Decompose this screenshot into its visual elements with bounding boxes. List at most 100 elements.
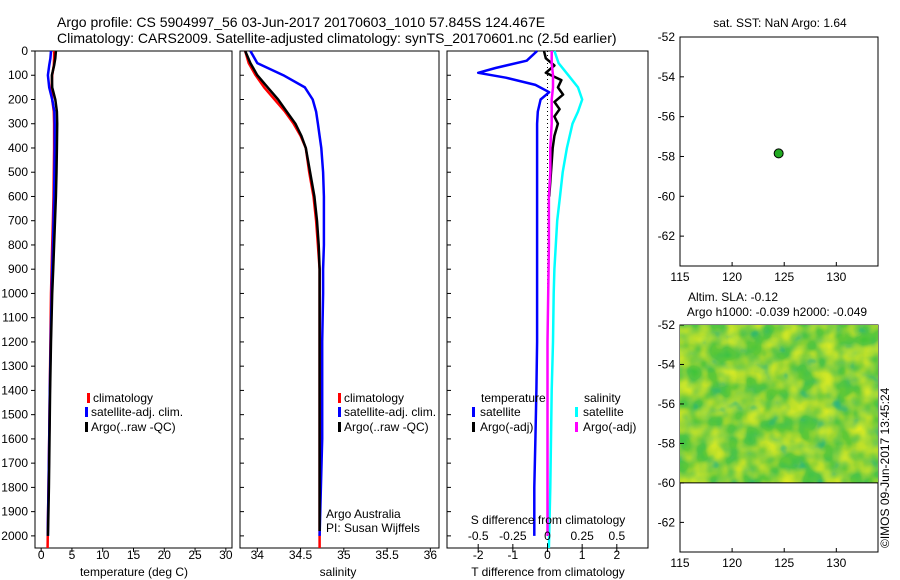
legend-swatch-argo <box>338 422 341 432</box>
salinity-note-institution: Argo Australia <box>326 507 401 521</box>
s-diff-x-tick-label: -0.25 <box>499 529 527 543</box>
legend-label-climatology: climatology <box>93 391 153 405</box>
legend-swatch-temperature-satellite <box>472 407 475 417</box>
legend-label-satellite: satellite-adj. clim. <box>91 405 183 419</box>
legend-label-climatology: climatology <box>344 391 404 405</box>
depth-y-tick-label: 100 <box>8 68 28 82</box>
temperature-x-tick-label: 10 <box>96 548 110 562</box>
legend-label-argo: Argo(..raw -QC) <box>91 420 176 434</box>
s-diff-x-tick-label: 0.5 <box>608 529 625 543</box>
map2-y-tick-label: -56 <box>658 397 676 411</box>
legend-swatch-salinity-argo <box>575 422 578 432</box>
s-diff-x-tick-label: 0 <box>544 529 551 543</box>
t-diff-x-tick-label: 1 <box>579 548 586 562</box>
temperature-x-tick-label: 20 <box>158 548 172 562</box>
salinity-plot-frame <box>239 50 440 549</box>
s-diff-x-tick-label: 0.25 <box>570 529 594 543</box>
legend-head-salinity: salinity <box>584 391 621 405</box>
depth-y-tick-label: 1000 <box>1 286 28 300</box>
salinity-x-tick-label: 36 <box>424 548 438 562</box>
temperature-panel: 0 5 10 15 20 25 300100200300400500600700800900… <box>1 44 233 579</box>
map1-x-tick-label: 125 <box>774 270 794 284</box>
sla-map-panel: Altim. SLA: -0.12 Argo h1000: -0.039 h20… <box>658 290 879 570</box>
map1-x-tick-label: 120 <box>722 270 742 284</box>
depth-y-tick-label: 0 <box>21 44 28 58</box>
temperature-line-argo-raw-qc <box>46 50 59 536</box>
difference-legend: temperature salinity satellite Argo(-adj… <box>472 391 636 434</box>
temperature-plot-frame <box>34 50 233 549</box>
depth-y-tick-label: 1400 <box>1 383 28 397</box>
difference-line-temperature-satellite <box>476 50 551 536</box>
map1-x-tick-label: 130 <box>826 270 846 284</box>
salinity-x-tick-label: 35 <box>337 548 351 562</box>
sla-heatmap-lows <box>680 325 878 483</box>
legend-head-temperature: temperature <box>481 391 546 405</box>
t-diff-x-tick-label: 0 <box>544 548 551 562</box>
legend-swatch-climatology <box>338 393 341 403</box>
temperature-x-tick-label: 25 <box>188 548 202 562</box>
salinity-line-satellite-adj-clim <box>249 50 326 536</box>
map2-x-tick-label: 115 <box>670 556 689 570</box>
depth-y-tick-label: 1700 <box>1 456 28 470</box>
difference-plot-layer: -2 -1 0 1 2 -0.5 -0.25 0 0.25 0.5 <box>447 50 625 562</box>
difference-line-salinity-satellite <box>547 50 584 549</box>
temperature-x-tick-label: 5 <box>69 548 76 562</box>
map2-x-tick-label: 120 <box>722 556 742 570</box>
temperature-x-label: temperature (deg C) <box>80 565 188 579</box>
legend-label-argo: Argo(..raw -QC) <box>344 420 429 434</box>
map1-y-tick-label: -62 <box>658 229 676 243</box>
salinity-x-label: salinity <box>320 565 357 579</box>
difference-panel: -2 -1 0 1 2 -0.5 -0.25 0 0.25 0.5 temperature sal… <box>446 50 649 579</box>
temperature-x-tick-label: 30 <box>219 548 233 562</box>
map2-x-tick-label: 125 <box>774 556 794 570</box>
temperature-x-tick-label: 15 <box>127 548 141 562</box>
salinity-line-argo-raw-qc <box>244 50 321 531</box>
legend-swatch-satellite <box>338 407 341 417</box>
legend-swatch-salinity-satellite <box>575 407 578 417</box>
legend-label-temperature-satellite: satellite <box>480 405 521 419</box>
salinity-legend: climatology satellite-adj. clim. Argo(..… <box>338 391 436 434</box>
map2-title-1: Altim. SLA: -0.12 <box>688 290 778 304</box>
map1-y-tick-label: -54 <box>658 70 676 84</box>
depth-y-tick-label: 1600 <box>1 432 28 446</box>
map2-y-tick-label: -52 <box>658 318 676 332</box>
depth-y-tick-label: 1300 <box>1 359 28 373</box>
legend-swatch-temperature-argo <box>472 422 475 432</box>
position-map-panel: sat. SST: NaN Argo: 1.64 115 120 125 130 -52… <box>658 16 879 284</box>
salinity-line-climatology <box>243 50 321 548</box>
depth-y-tick-label: 1500 <box>1 408 28 422</box>
map1-y-tick-label: -52 <box>658 30 676 44</box>
depth-y-tick-label: 700 <box>8 214 28 228</box>
legend-label-temperature-argo: Argo(-adj) <box>480 420 533 434</box>
difference-top-label: S difference from climatology <box>471 513 626 527</box>
map1-y-tick-label: -58 <box>658 149 676 163</box>
map2-y-tick-label: -54 <box>658 357 676 371</box>
depth-y-tick-label: 1100 <box>2 311 28 325</box>
map1-x-tick-label: 115 <box>670 270 689 284</box>
t-diff-x-tick-label: -1 <box>508 548 519 562</box>
temperature-plot-layer: 0 5 10 15 20 25 300100200300400500600700800900… <box>1 44 233 562</box>
temperature-legend: climatology satellite-adj. clim. Argo(..… <box>85 391 183 434</box>
map2-x-tick-label: 130 <box>826 556 846 570</box>
depth-y-tick-label: 2000 <box>1 529 28 543</box>
temperature-x-tick-label: 0 <box>38 548 45 562</box>
depth-y-tick-label: 1800 <box>1 480 28 494</box>
map1-title: sat. SST: NaN Argo: 1.64 <box>713 16 847 30</box>
map1-frame <box>679 36 879 267</box>
depth-y-tick-label: 1200 <box>1 335 28 349</box>
sla-heatmap <box>680 325 878 483</box>
argo-position-marker <box>773 148 784 159</box>
map1-y-tick-label: -56 <box>658 110 676 124</box>
map1-y-tick-label: -60 <box>658 189 676 203</box>
title-line-1: Argo profile: CS 5904997_56 03-Jun-2017 … <box>57 14 545 30</box>
depth-y-tick-label: 600 <box>8 189 28 203</box>
depth-y-tick-label: 500 <box>8 165 28 179</box>
salinity-x-tick-label: 34.5 <box>289 548 313 562</box>
depth-y-tick-label: 200 <box>8 92 28 106</box>
map2-y-tick-label: -60 <box>658 476 676 490</box>
title-line-2: Climatology: CARS2009. Satellite-adjuste… <box>57 30 617 46</box>
salinity-x-tick-label: 34 <box>251 548 265 562</box>
map2-y-tick-label: -58 <box>658 436 676 450</box>
map2-plot-layer: 115 120 125 130 -52 -54 -56 -58 -60 -62 <box>658 318 878 570</box>
